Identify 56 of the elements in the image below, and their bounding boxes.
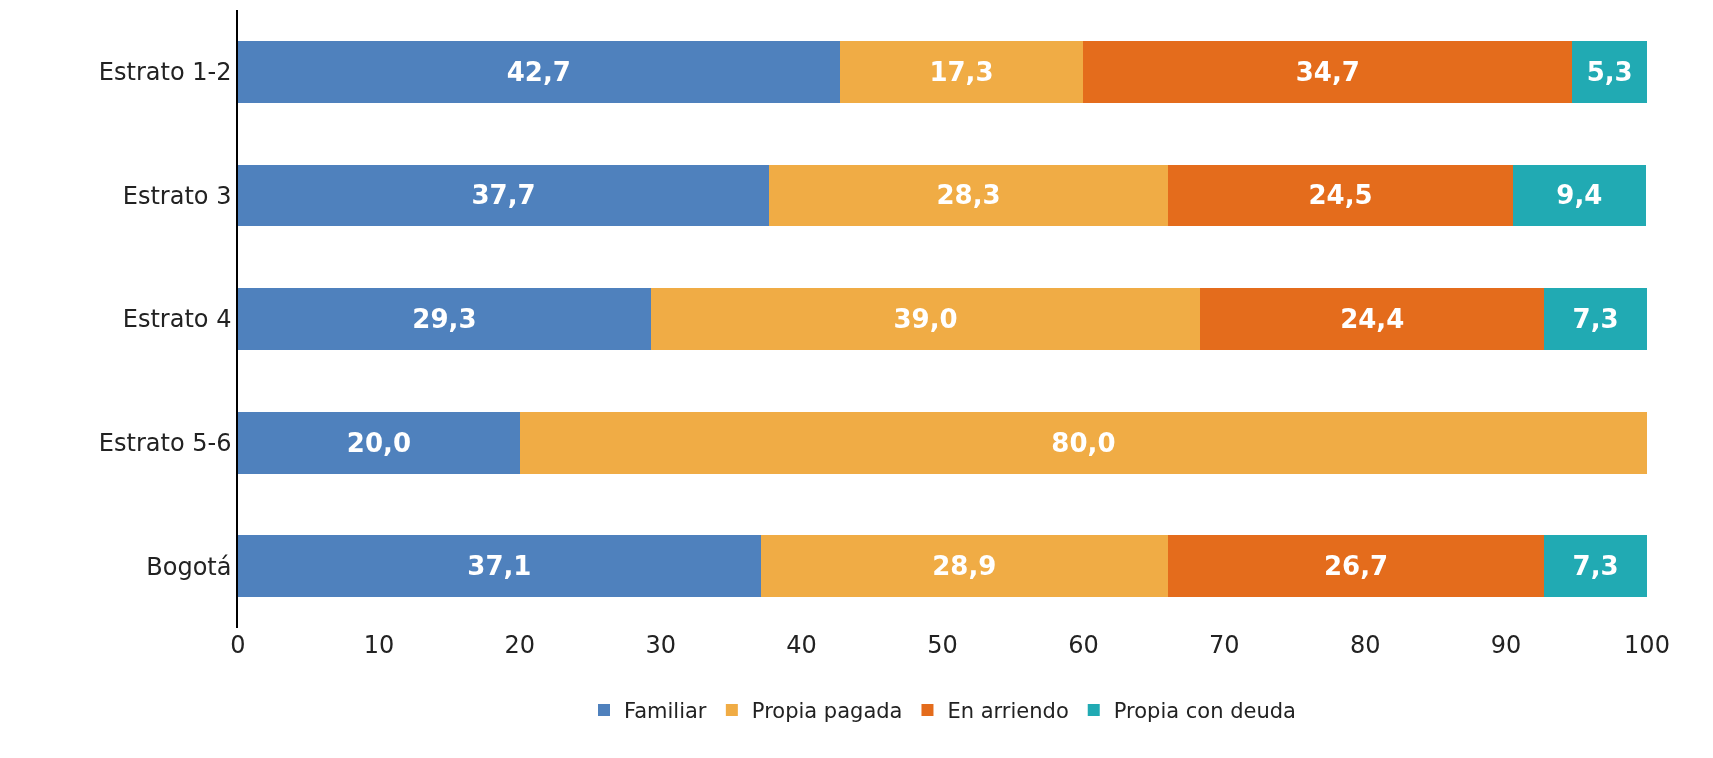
bar xyxy=(769,164,1168,227)
y-tick-label: Estrato 4 xyxy=(122,305,232,334)
x-tick-label: 30 xyxy=(645,631,676,659)
bar xyxy=(1167,164,1514,227)
data-label: 28,9 xyxy=(932,551,997,582)
x-tick-label: 10 xyxy=(363,631,395,659)
bar xyxy=(238,411,520,474)
bar xyxy=(238,40,840,103)
data-label: 80,0 xyxy=(1051,427,1116,458)
data-label: 42,7 xyxy=(506,56,571,87)
data-label: 29,3 xyxy=(412,304,477,334)
bar xyxy=(238,535,761,598)
data-label: 17,3 xyxy=(929,56,994,87)
bar xyxy=(1083,40,1573,103)
data-label: 5,3 xyxy=(1586,56,1633,87)
data-label: 7,3 xyxy=(1572,551,1619,582)
legend-label: Propia con deuda xyxy=(1113,699,1296,724)
bar xyxy=(1513,164,1646,227)
legend-label: En arriendo xyxy=(947,699,1069,724)
bar xyxy=(839,40,1084,103)
bar xyxy=(1167,535,1545,598)
bar xyxy=(650,288,1201,350)
x-tick-label: 90 xyxy=(1490,631,1522,659)
data-label: 26,7 xyxy=(1323,551,1389,582)
data-label: 24,5 xyxy=(1308,180,1373,211)
data-label: 37,7 xyxy=(471,180,536,211)
data-label: 39,0 xyxy=(893,304,958,334)
legend-label: Propia pagada xyxy=(751,699,903,724)
data-label: 28,3 xyxy=(936,180,1001,211)
bar xyxy=(1544,535,1647,598)
bar xyxy=(1200,288,1545,350)
x-tick-label: 100 xyxy=(1624,631,1670,659)
legend-label: Familiar xyxy=(624,699,707,724)
y-tick-label: Estrato 5-6 xyxy=(98,429,232,457)
bar xyxy=(238,164,770,227)
bar xyxy=(1544,288,1647,350)
data-label: 9,4 xyxy=(1556,180,1603,211)
x-tick-label: 20 xyxy=(504,631,536,659)
x-tick-label: 80 xyxy=(1349,631,1381,659)
bar xyxy=(519,411,1647,474)
data-label: 7,3 xyxy=(1572,304,1619,334)
y-tick-label: Estrato 1-2 xyxy=(98,58,232,87)
x-tick-label: 40 xyxy=(786,631,817,659)
bar xyxy=(760,535,1168,598)
bar xyxy=(1572,40,1647,103)
data-label: 37,1 xyxy=(467,551,532,582)
x-tick-label: 50 xyxy=(927,631,958,659)
x-tick-label: 60 xyxy=(1068,631,1099,659)
x-tick-label: 0 xyxy=(230,631,246,659)
bar xyxy=(238,288,651,350)
x-tick-label: 70 xyxy=(1209,631,1240,659)
data-label: 20,0 xyxy=(346,427,411,458)
y-tick-label: Estrato 3 xyxy=(122,181,232,210)
data-label: 34,7 xyxy=(1295,56,1360,87)
data-label: 24,4 xyxy=(1340,304,1405,334)
y-tick-label: Bogotá xyxy=(146,552,232,581)
